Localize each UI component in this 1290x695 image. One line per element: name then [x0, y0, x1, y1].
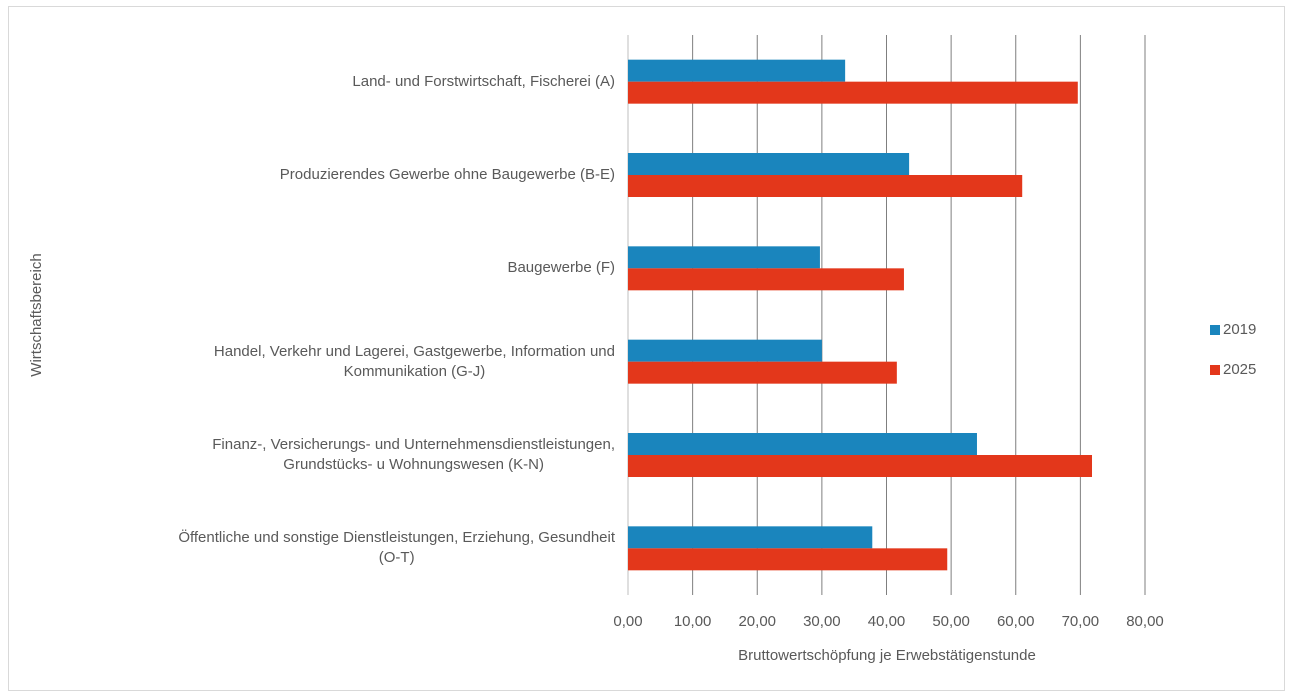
bar — [628, 339, 822, 362]
x-tick-label: 60,00 — [997, 613, 1035, 630]
y-tick-label: Baugewerbe (F) — [507, 259, 615, 277]
legend-label: 2019 — [1223, 321, 1256, 338]
bar — [628, 526, 873, 549]
x-tick-label: 40,00 — [868, 613, 906, 630]
bar — [628, 455, 1093, 477]
y-tick-label: Finanz-, Versicherungs- und Unternehmens… — [212, 436, 615, 473]
y-tick-label: Produzierendes Gewerbe ohne Baugewerbe (… — [279, 166, 615, 183]
legend-swatch — [1210, 365, 1220, 375]
legend-swatch — [1210, 325, 1220, 335]
x-tick-label: 30,00 — [803, 613, 841, 630]
bar — [628, 59, 846, 82]
x-tick-label: 10,00 — [674, 613, 712, 630]
bar — [628, 175, 1023, 197]
x-tick-label: 20,00 — [738, 613, 776, 630]
bar — [628, 548, 948, 571]
x-tick-label: 50,00 — [932, 613, 970, 630]
bar — [628, 433, 977, 455]
x-tick-label: 0,00 — [613, 613, 642, 630]
y-tick-label: Handel, Verkehr und Lagerei, Gastgewerbe… — [213, 342, 615, 380]
x-tick-label: 80,00 — [1126, 613, 1164, 630]
y-tick-label: Öffentliche und sonstige Dienstleistunge… — [178, 529, 615, 567]
bar — [628, 268, 904, 291]
bar — [628, 246, 820, 269]
bar — [628, 361, 897, 384]
bar — [628, 153, 910, 175]
legend-label: 2025 — [1223, 361, 1256, 378]
x-tick-label: 70,00 — [1062, 613, 1100, 630]
bar — [628, 81, 1078, 104]
y-tick-label: Land- und Forstwirtschaft, Fischerei (A) — [352, 72, 615, 90]
y-axis-title: Wirtschaftsbereich — [28, 253, 45, 376]
chart-border — [8, 6, 1285, 691]
x-axis-title: Bruttowertschöpfung je Erwebstätigenstun… — [738, 647, 1036, 664]
